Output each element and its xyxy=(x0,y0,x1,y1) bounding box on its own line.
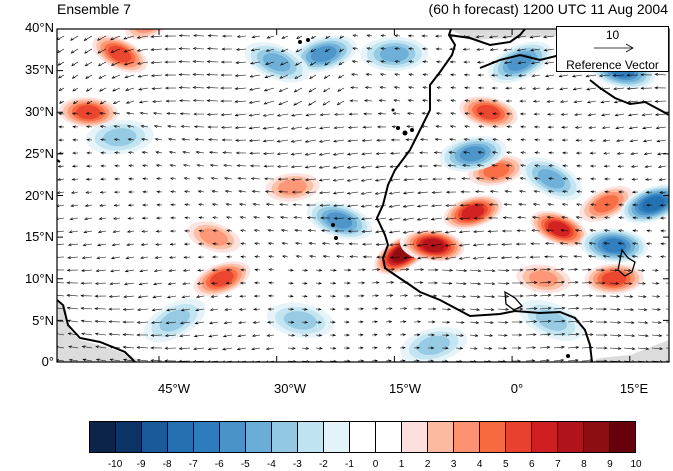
anomaly-blob xyxy=(400,326,467,362)
colorbar-tick-label: -8 xyxy=(162,459,172,470)
lat-label-25n: 25°N xyxy=(24,146,54,161)
islands xyxy=(298,38,570,358)
lat-label-20n: 20°N xyxy=(24,188,54,203)
anomaly-blob xyxy=(57,95,123,130)
reference-vector-box: 10 Reference Vector xyxy=(556,26,669,72)
colorbar-swatch xyxy=(116,422,142,452)
wind-vector-field xyxy=(57,33,669,362)
lon-label-30w: 30°W xyxy=(274,381,306,396)
colorbar-swatch xyxy=(402,422,428,452)
colorbar-swatch xyxy=(350,422,376,452)
anomaly-blob xyxy=(455,94,522,131)
anomaly-blob xyxy=(143,298,206,343)
lon-label-0: 0° xyxy=(510,381,524,396)
anomaly-blob xyxy=(88,32,152,76)
colorbar-tick-label: 6 xyxy=(529,459,535,470)
country-border xyxy=(504,248,636,311)
colorbar-swatch xyxy=(298,422,324,452)
colorbar-swatch xyxy=(168,422,194,452)
coastline xyxy=(57,29,669,362)
colorbar-swatch xyxy=(142,422,168,452)
colorbar-tick-label: -7 xyxy=(188,459,198,470)
lon-label-15e: 15°E xyxy=(619,381,649,396)
lat-label-35n: 35°N xyxy=(24,62,54,77)
ensemble-title: Ensemble 7 xyxy=(57,1,131,17)
lat-label-0: 0° xyxy=(41,354,54,369)
colorbar-tick-label: 9 xyxy=(607,459,613,470)
lat-label-10n: 10°N xyxy=(24,271,54,286)
colorbar-swatch xyxy=(246,422,272,452)
colorbar-tick-label: -4 xyxy=(266,459,276,470)
colorbar-swatch xyxy=(610,422,635,452)
colorbar xyxy=(89,421,636,453)
colorbar-tick-label: -10 xyxy=(107,459,123,470)
colorbar-tick-label: 0 xyxy=(372,459,379,470)
colorbar-swatch xyxy=(532,422,558,452)
lat-label-15n: 15°N xyxy=(24,229,54,244)
colorbar-tick-label: -9 xyxy=(136,459,146,470)
colorbar-tick-label: -5 xyxy=(240,459,250,470)
colorbar-tick-label: 5 xyxy=(502,459,509,470)
colorbar-tick-label: 3 xyxy=(450,459,457,470)
colorbar-swatch xyxy=(584,422,610,452)
reference-vector-label: Reference Vector xyxy=(566,58,659,72)
colorbar-swatch xyxy=(324,422,350,452)
colorbar-tick-label: 1 xyxy=(398,459,405,470)
colorbar-swatch xyxy=(428,422,454,452)
colorbar-swatch xyxy=(194,422,220,452)
forecast-time-title: (60 h forecast) 1200 UTC 11 Aug 2004 xyxy=(428,1,668,17)
colorbar-swatch xyxy=(90,422,116,452)
anomaly-blob xyxy=(580,228,649,263)
colorbar-swatch xyxy=(376,422,402,452)
colorbar-swatch xyxy=(480,422,506,452)
lat-label-40n: 40°N xyxy=(24,20,54,35)
lat-label-30n: 30°N xyxy=(24,104,54,119)
colorbar-tick-label: -2 xyxy=(318,459,328,470)
anomaly-blob xyxy=(439,193,506,231)
anomaly-blob xyxy=(526,208,592,249)
reference-arrow-icon xyxy=(594,43,634,53)
anomaly-blob xyxy=(244,42,309,83)
colorbar-tick-label: -3 xyxy=(292,459,302,470)
colorbar-tick-label: 8 xyxy=(581,459,587,470)
anomaly-blob xyxy=(439,136,507,172)
colorbar-tick-label: 2 xyxy=(424,459,431,470)
colorbar-tick-label: 4 xyxy=(476,459,483,470)
colorbar-swatch xyxy=(272,422,298,452)
colorbar-tick-label: 7 xyxy=(555,459,561,470)
lon-label-15w: 15°W xyxy=(389,381,421,396)
anomaly-blob xyxy=(266,302,334,338)
colorbar-swatch xyxy=(506,422,532,452)
anomaly-blob xyxy=(85,120,154,155)
lat-label-5n: 5°N xyxy=(32,313,54,328)
colorbar-swatch xyxy=(220,422,246,452)
anomaly-blob xyxy=(120,29,183,43)
colorbar-swatch xyxy=(454,422,480,452)
colorbar-swatch xyxy=(558,422,584,452)
colorbar-tick-label: 10 xyxy=(630,459,642,470)
colorbar-tick-label: -6 xyxy=(214,459,224,470)
reference-vector-magnitude: 10 xyxy=(605,28,620,42)
lon-label-45w: 45°W xyxy=(158,381,190,396)
colorbar-tick-label: -1 xyxy=(345,459,354,470)
anomaly-blob xyxy=(290,35,357,73)
anomaly-blob xyxy=(360,36,429,71)
